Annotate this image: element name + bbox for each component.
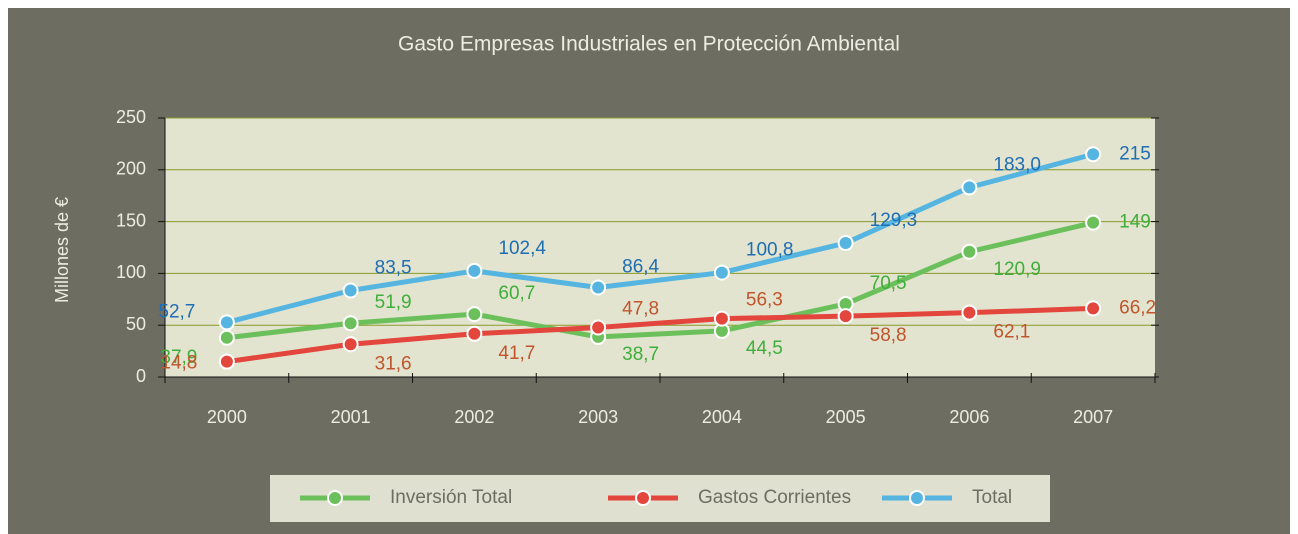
series-line [226, 305, 1094, 365]
value-label: 51,9 [375, 292, 412, 313]
x-tick-label: 2001 [331, 407, 371, 427]
legend-marker [327, 490, 343, 506]
value-label: 83,5 [375, 258, 412, 279]
value-label: 86,4 [622, 257, 659, 278]
value-label: 38,7 [622, 344, 659, 365]
point [466, 306, 483, 323]
point [218, 353, 235, 370]
y-tick-label: 200 [116, 159, 146, 179]
value-label: 215 [1119, 143, 1151, 164]
value-label: 120,9 [993, 259, 1041, 280]
point [590, 279, 607, 296]
value-label: 14,8 [160, 353, 197, 374]
point [342, 315, 359, 332]
point [466, 325, 483, 342]
point [1085, 214, 1102, 231]
point [590, 319, 607, 336]
chart-title: Gasto Empresas Industriales en Protecció… [398, 33, 900, 56]
legend-marker [635, 490, 651, 506]
value-label: 129,3 [870, 210, 918, 231]
y-axis-label: Millones de € [52, 197, 72, 303]
point [961, 304, 978, 321]
y-tick-label: 150 [116, 210, 146, 230]
value-label: 100,8 [746, 240, 794, 261]
point [218, 314, 235, 331]
point [218, 329, 235, 346]
point [837, 235, 854, 252]
x-tick-label: 2006 [949, 407, 989, 427]
series-line [226, 151, 1094, 325]
value-label: 41,7 [498, 343, 535, 364]
point [466, 262, 483, 279]
x-tick-label: 2004 [702, 407, 742, 427]
point [713, 310, 730, 327]
value-label: 62,1 [993, 322, 1030, 343]
point [837, 308, 854, 325]
point [342, 282, 359, 299]
value-label: 149 [1119, 212, 1151, 233]
legend-label: Gastos Corrientes [698, 487, 851, 508]
y-tick-label: 50 [126, 314, 146, 334]
legend-label: Total [972, 487, 1012, 508]
value-label: 31,6 [375, 353, 412, 374]
value-label: 37,9 [160, 347, 197, 368]
x-tick-label: 2005 [826, 407, 866, 427]
point [1085, 300, 1102, 317]
point [961, 243, 978, 260]
x-tick-label: 2002 [454, 407, 494, 427]
x-tick-label: 2007 [1073, 407, 1113, 427]
y-tick-label: 0 [136, 366, 146, 386]
value-label: 47,8 [622, 298, 659, 319]
value-label: 44,5 [746, 338, 783, 359]
x-tick-label: 2000 [207, 407, 247, 427]
legend-label: Inversión Total [390, 487, 512, 508]
x-tick-label: 2003 [578, 407, 618, 427]
point [961, 179, 978, 196]
value-label: 102,4 [498, 238, 546, 259]
point [342, 336, 359, 353]
value-label: 66,2 [1119, 297, 1156, 318]
value-label: 70,5 [870, 273, 907, 294]
value-label: 60,7 [498, 283, 535, 304]
value-label: 183,0 [993, 154, 1041, 175]
point [713, 264, 730, 281]
value-label: 58,8 [870, 325, 907, 346]
point [1085, 146, 1102, 163]
value-label: 56,3 [746, 290, 783, 311]
value-label: 52,7 [158, 301, 195, 322]
y-tick-label: 250 [116, 107, 146, 127]
y-tick-label: 100 [116, 262, 146, 282]
series-line [226, 220, 1094, 341]
legend-marker [909, 490, 925, 506]
